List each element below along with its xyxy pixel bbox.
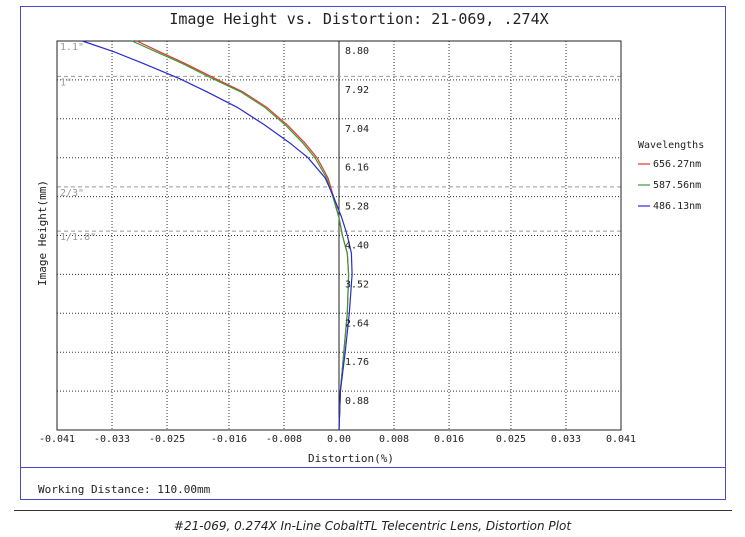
y-tick-label: 0.88 xyxy=(345,396,369,407)
x-tick-labels: -0.041 -0.033 -0.025 -0.016 -0.008 0.00 0.008 0… xyxy=(39,434,636,445)
y-tick-label: 7.04 xyxy=(345,124,369,135)
y-tick-labels: 0.88 1.76 2.64 3.52 4.40 5.28 6.16 7.04 7.92 8.80 xyxy=(345,46,369,407)
y-tick-label: 1.76 xyxy=(345,357,369,368)
legend-label: 587.56nm xyxy=(653,180,701,191)
y-axis-label: Image Height(mm) xyxy=(36,180,49,286)
x-tick-label: 0.016 xyxy=(434,434,464,445)
y-tick-label: 2.64 xyxy=(345,318,369,329)
series-line-486.13nm xyxy=(82,40,353,431)
x-tick-label: 0.00 xyxy=(327,434,351,445)
x-tick-label: -0.008 xyxy=(266,434,302,445)
y-tick-label: 8.80 xyxy=(345,46,369,57)
x-tick-label: -0.025 xyxy=(149,434,185,445)
grid xyxy=(56,40,622,430)
x-tick-label: -0.016 xyxy=(211,434,247,445)
sensor-label: 1.1" xyxy=(60,42,84,53)
chart-title: Image Height vs. Distortion: 21-069, .27… xyxy=(169,10,548,28)
x-tick-label: 0.033 xyxy=(551,434,581,445)
legend-label: 486.13nm xyxy=(653,201,701,212)
distortion-chart: Image Height vs. Distortion: 21-069, .27… xyxy=(36,10,704,465)
y-tick-label: 4.40 xyxy=(345,241,369,252)
caption-rule xyxy=(14,510,732,511)
x-axis-label: Distortion(%) xyxy=(308,452,394,465)
working-distance-label: Working Distance: 110.00mm xyxy=(38,483,211,496)
legend-label: 656.27nm xyxy=(653,159,701,170)
x-tick-label: -0.033 xyxy=(94,434,130,445)
y-tick-label: 7.92 xyxy=(345,85,369,96)
sensor-label: 1" xyxy=(60,77,72,88)
series-lines xyxy=(82,40,353,431)
footer-divider xyxy=(20,467,726,468)
sensor-label: 2/3" xyxy=(60,188,84,199)
y-tick-label: 3.52 xyxy=(345,279,369,290)
x-tick-label: 0.008 xyxy=(379,434,409,445)
series-line-587.56nm xyxy=(131,40,350,431)
legend-title: Wavelengths xyxy=(638,140,704,151)
x-tick-label: 0.025 xyxy=(496,434,526,445)
figure-caption: #21-069, 0.274X In-Line CobaltTL Telecen… xyxy=(173,519,572,533)
legend: 656.27nm 587.56nm 486.13nm xyxy=(638,159,701,212)
chart-frame xyxy=(20,6,726,500)
y-tick-label: 6.16 xyxy=(345,163,369,174)
y-tick-label: 5.28 xyxy=(345,202,369,213)
sensor-label: 1/1.8" xyxy=(60,232,96,243)
x-tick-label: 0.041 xyxy=(606,434,636,445)
x-tick-label: -0.041 xyxy=(39,434,75,445)
